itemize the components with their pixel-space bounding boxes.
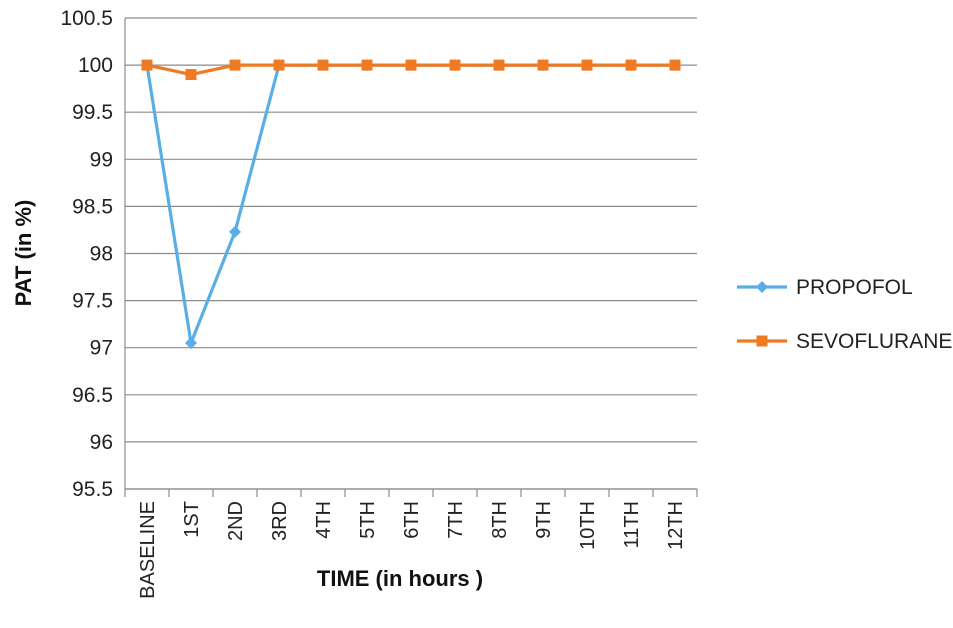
y-tick-label: 99.5 — [72, 101, 113, 124]
x-tick-label: 2ND — [225, 501, 247, 541]
data-point-sevoflurane — [669, 59, 681, 71]
y-tick-label: 97 — [90, 337, 113, 360]
y-tick-labels: 95.5 96 96.5 97 97.5 98 98.5 99 99.5 100 100.5 — [60, 7, 113, 501]
x-tick-label: 3RD — [269, 501, 291, 541]
data-point-sevoflurane — [229, 59, 241, 71]
y-tick-label: 98.5 — [72, 195, 113, 218]
y-tick-label: 95.5 — [72, 478, 113, 501]
data-point-propofol — [185, 336, 197, 349]
x-tick-label: 5TH — [357, 501, 379, 539]
series-propofol — [141, 59, 681, 349]
data-point-sevoflurane — [581, 59, 593, 71]
axes — [124, 18, 698, 497]
y-tick-label: 96 — [90, 431, 113, 454]
data-point-sevoflurane — [317, 59, 329, 71]
data-point-sevoflurane — [185, 69, 197, 81]
y-tick-label: 99 — [90, 148, 113, 171]
x-tick-label: 7TH — [445, 501, 467, 539]
y-tick-label: 100.5 — [60, 7, 113, 30]
data-point-sevoflurane — [273, 59, 285, 71]
x-tick-label: 11TH — [621, 501, 643, 548]
x-tick-label: 10TH — [577, 501, 599, 550]
y-tick-label: 100 — [78, 54, 113, 77]
legend-label: SEVOFLURANE — [796, 330, 952, 353]
x-tick-label: 4TH — [313, 501, 335, 539]
data-point-sevoflurane — [625, 59, 637, 71]
series-sevoflurane — [141, 59, 681, 81]
x-tick-label: 6TH — [401, 501, 423, 539]
x-axis-title: TIME (in hours ) — [317, 566, 483, 591]
x-tick-label: 1ST — [181, 501, 203, 538]
legend-item-sevoflurane: SEVOFLURANE — [737, 330, 952, 353]
y-axis-title: PAT (in %) — [11, 200, 36, 307]
x-tick-label: 9TH — [533, 501, 555, 539]
y-tick-label: 98 — [90, 243, 113, 266]
gridlines — [125, 17, 697, 490]
x-tick-label: 12TH — [665, 501, 687, 550]
data-point-sevoflurane — [405, 59, 417, 71]
data-point-sevoflurane — [493, 59, 505, 71]
legend-label: PROPOFOL — [796, 276, 913, 299]
legend-swatch-marker — [756, 335, 768, 347]
series-lines — [141, 59, 681, 349]
data-point-sevoflurane — [449, 59, 461, 71]
y-tick-label: 96.5 — [72, 384, 113, 407]
data-point-propofol — [229, 225, 241, 238]
series-line-propofol — [145, 63, 675, 345]
data-point-sevoflurane — [537, 59, 549, 71]
data-point-sevoflurane — [141, 59, 153, 71]
y-tick-label: 97.5 — [72, 290, 113, 313]
legend-item-propofol: PROPOFOL — [737, 276, 913, 299]
x-tick-labels: BASELINE 1ST 2ND 3RD 4TH 5TH 6TH 7TH 8TH 9TH 10TH 1… — [137, 501, 687, 599]
data-point-sevoflurane — [361, 59, 373, 71]
legend: PROPOFOL SEVOFLURANE — [737, 276, 952, 353]
x-tick-label: BASELINE — [137, 501, 159, 599]
legend-swatch-marker — [756, 281, 768, 293]
x-tick-label: 8TH — [489, 501, 511, 539]
